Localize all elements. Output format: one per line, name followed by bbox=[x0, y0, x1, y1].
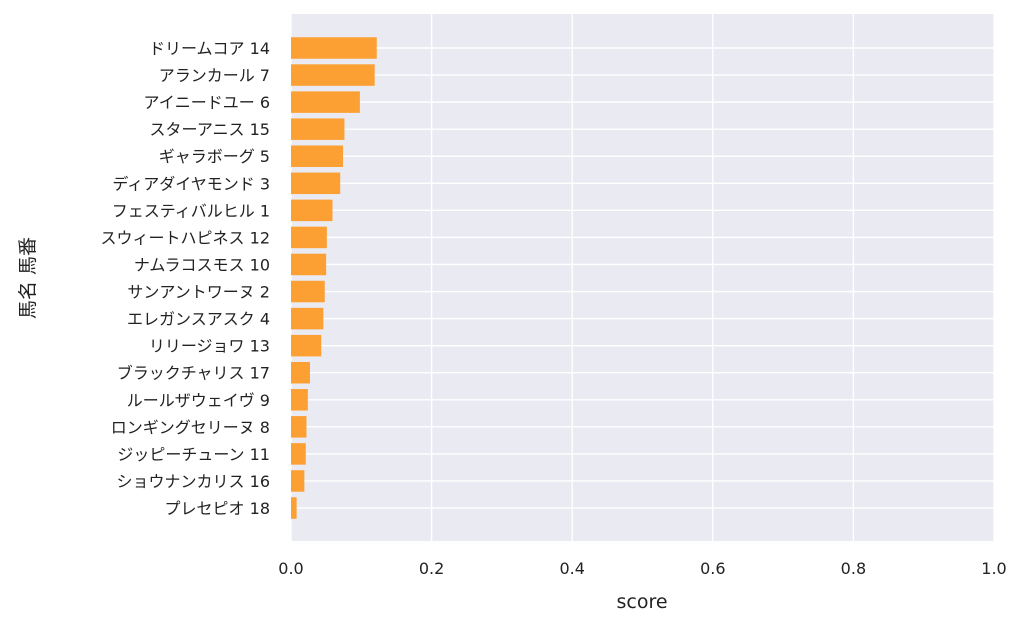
y-tick-label: ルールザウェイヴ 9 bbox=[127, 391, 270, 410]
y-tick-label: フェスティバルヒル 1 bbox=[112, 201, 270, 220]
bar bbox=[291, 172, 341, 195]
bar bbox=[291, 64, 375, 86]
x-tick-label: 1.0 bbox=[981, 559, 1006, 578]
bar bbox=[291, 118, 345, 140]
y-tick-labels: ドリームコア 14 アランカール 7 アイニードユー 6 スターアニス 15 ギャラボー… bbox=[101, 39, 270, 518]
y-tick-label: ショウナンカリス 16 bbox=[117, 472, 270, 491]
x-tick-labels: 0.0 0.2 0.4 0.6 0.8 1.0 bbox=[278, 559, 1006, 578]
y-tick-label: ドリームコア 14 bbox=[149, 39, 270, 58]
bar bbox=[291, 307, 324, 330]
y-tick-label: スターアニス 15 bbox=[150, 120, 271, 139]
grid-lines bbox=[290, 14, 995, 541]
bar bbox=[291, 334, 322, 357]
bar bbox=[291, 280, 325, 303]
x-tick-label: 0.0 bbox=[278, 559, 303, 578]
bar bbox=[291, 470, 305, 492]
y-tick-label: ロンギングセリーヌ 8 bbox=[111, 418, 270, 437]
y-tick-label: リリージョワ 13 bbox=[149, 337, 270, 356]
x-tick-label: 0.4 bbox=[559, 559, 584, 578]
x-axis-title: score bbox=[616, 591, 667, 613]
y-tick-label: アランカール 7 bbox=[159, 66, 270, 85]
y-tick-label: プレセピオ 18 bbox=[165, 499, 270, 518]
y-tick-label: ナムラコスモス 10 bbox=[134, 255, 270, 274]
y-tick-label: アイニードユー 6 bbox=[144, 93, 270, 112]
y-tick-label: ギャラボーグ 5 bbox=[159, 147, 270, 166]
bar bbox=[291, 91, 360, 113]
bar bbox=[291, 37, 377, 59]
y-axis-title: 馬名 馬番 bbox=[17, 237, 39, 319]
y-tick-label: ジッピーチューン 11 bbox=[117, 445, 270, 464]
bar bbox=[291, 416, 307, 438]
x-tick-label: 0.8 bbox=[841, 559, 866, 578]
bar bbox=[291, 389, 308, 411]
y-tick-label: サンアントワーヌ 2 bbox=[127, 283, 270, 302]
y-tick-label: スウィートハピネス 12 bbox=[101, 228, 270, 247]
bar bbox=[291, 145, 344, 167]
bar bbox=[291, 199, 333, 222]
x-tick-label: 0.6 bbox=[700, 559, 725, 578]
bar bbox=[291, 497, 297, 519]
bar bbox=[291, 226, 327, 249]
bar bbox=[291, 443, 306, 465]
x-tick-label: 0.2 bbox=[419, 559, 444, 578]
bar bbox=[291, 253, 327, 276]
y-tick-label: ブラックチャリス 17 bbox=[117, 364, 270, 383]
plot-area bbox=[291, 14, 994, 541]
y-tick-label: エレガンスアスク 4 bbox=[127, 310, 270, 329]
y-tick-label: ディアダイヤモンド 3 bbox=[112, 174, 270, 193]
bars bbox=[291, 37, 377, 519]
bar bbox=[291, 361, 310, 384]
